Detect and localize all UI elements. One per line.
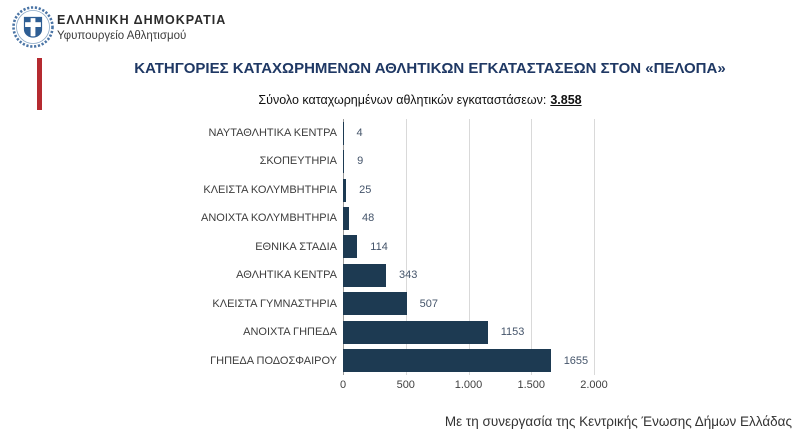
x-tick-label: 0 xyxy=(339,379,347,391)
bar-row: ΑΝΟΙΧΤΑ ΚΟΛΥΜΒΗΤΗΡΙΑ 48 xyxy=(0,204,800,232)
total-facilities-line: Σύνολο καταχωρημένων αθλητικών εγκαταστά… xyxy=(70,93,770,107)
gridline xyxy=(531,119,533,375)
bar-row: ΚΛΕΙΣΤΑ ΓΥΜΝΑΣΤΗΡΙΑ 507 xyxy=(0,290,800,318)
bar-row: ΚΛΕΙΣΤΑ ΚΟΛΥΜΒΗΤΗΡΙΑ 25 xyxy=(0,176,800,204)
bar-value-label: 114 xyxy=(370,240,388,253)
bar-row: ΕΘΝΙΚΑ ΣΤΑΔΙΑ 114 xyxy=(0,233,800,261)
bar xyxy=(343,349,551,373)
footer-credit: Με τη συνεργασία της Κεντρικής Ένωσης Δή… xyxy=(444,414,792,429)
x-tick-label: 1.500 xyxy=(517,379,546,391)
bar-value-label: 507 xyxy=(419,297,438,310)
org-name: ΕΛΛΗΝΙΚΗ ΔΗΜΟΚΡΑΤΙΑ xyxy=(57,13,227,27)
bar-category-label: ΑΘΛΗΤΙΚΑ ΚΕΝΤΡΑ xyxy=(236,269,337,282)
x-tick-label: 500 xyxy=(396,379,415,391)
bar-value-label: 25 xyxy=(359,183,372,196)
org-subunit: Υφυπουργείο Αθλητισμού xyxy=(57,30,187,42)
bar-value-label: 4 xyxy=(356,127,363,139)
red-accent-bar xyxy=(37,58,42,110)
gridline xyxy=(405,119,407,375)
bar-value-label: 343 xyxy=(399,269,418,282)
bar-category-label: ΝΑΥΤΑΘΛΗΤΙΚΑ ΚΕΝΤΡΑ xyxy=(208,127,337,139)
x-tick-label: 1.000 xyxy=(454,379,483,391)
x-tick-label: 2.000 xyxy=(580,379,608,391)
bar-value-label: 9 xyxy=(357,155,364,168)
gridline xyxy=(468,119,470,375)
bar-category-label: ΚΛΕΙΣΤΑ ΚΟΛΥΜΒΗΤΗΡΙΑ xyxy=(203,183,337,196)
bar-category-label: ΑΝΟΙΧΤΑ ΓΗΠΕΔΑ xyxy=(243,326,337,339)
total-facilities-value: 3.858 xyxy=(550,93,582,107)
total-facilities-label: Σύνολο καταχωρημένων αθλητικών εγκαταστά… xyxy=(258,93,547,107)
page-title: ΚΑΤΗΓΟΡΙΕΣ ΚΑΤΑΧΩΡΗΜΕΝΩΝ ΑΘΛΗΤΙΚΩΝ ΕΓΚΑΤ… xyxy=(134,60,726,77)
bar xyxy=(343,263,387,287)
bar xyxy=(343,320,488,344)
bar xyxy=(343,150,345,174)
bar-row: ΣΚΟΠΕΥΤΗΡΙΑ 9 xyxy=(0,147,800,175)
bar-row: ΝΑΥΤΑΘΛΗΤΙΚΑ ΚΕΝΤΡΑ 4 xyxy=(0,119,800,147)
bar-row: ΓΗΠΕΔΑ ΠΟΔΟΣΦΑΙΡΟΥ 1655 xyxy=(0,347,800,375)
bar-value-label: 48 xyxy=(362,212,375,225)
bar xyxy=(343,235,358,259)
hellenic-republic-emblem-logo xyxy=(11,5,55,49)
bar-category-label: ΓΗΠΕΔΑ ΠΟΔΟΣΦΑΙΡΟΥ xyxy=(210,354,337,367)
bar-category-label: ΑΝΟΙΧΤΑ ΚΟΛΥΜΒΗΤΗΡΙΑ xyxy=(201,212,337,225)
bar-row: ΑΝΟΙΧΤΑ ΓΗΠΕΔΑ 1153 xyxy=(0,318,800,346)
bar xyxy=(343,178,347,202)
bar xyxy=(343,292,407,316)
gridline xyxy=(594,119,595,375)
bar-category-label: ΣΚΟΠΕΥΤΗΡΙΑ xyxy=(259,155,337,168)
bar-value-label: 1153 xyxy=(500,326,525,339)
bar-value-label: 1655 xyxy=(563,354,589,367)
bar xyxy=(343,207,350,231)
bar-row: ΑΘΛΗΤΙΚΑ ΚΕΝΤΡΑ 343 xyxy=(0,261,800,289)
facilities-bar-chart: 0 500 1.000 1.500 2.000 ΝΑΥΤΑΘΛΗΤΙΚΑ ΚΕΝΤΡΑ 4 Σ… xyxy=(0,119,800,419)
bar xyxy=(343,121,344,145)
bar-category-label: ΚΛΕΙΣΤΑ ΓΥΜΝΑΣΤΗΡΙΑ xyxy=(212,297,337,310)
bar-category-label: ΕΘΝΙΚΑ ΣΤΑΔΙΑ xyxy=(255,240,337,253)
